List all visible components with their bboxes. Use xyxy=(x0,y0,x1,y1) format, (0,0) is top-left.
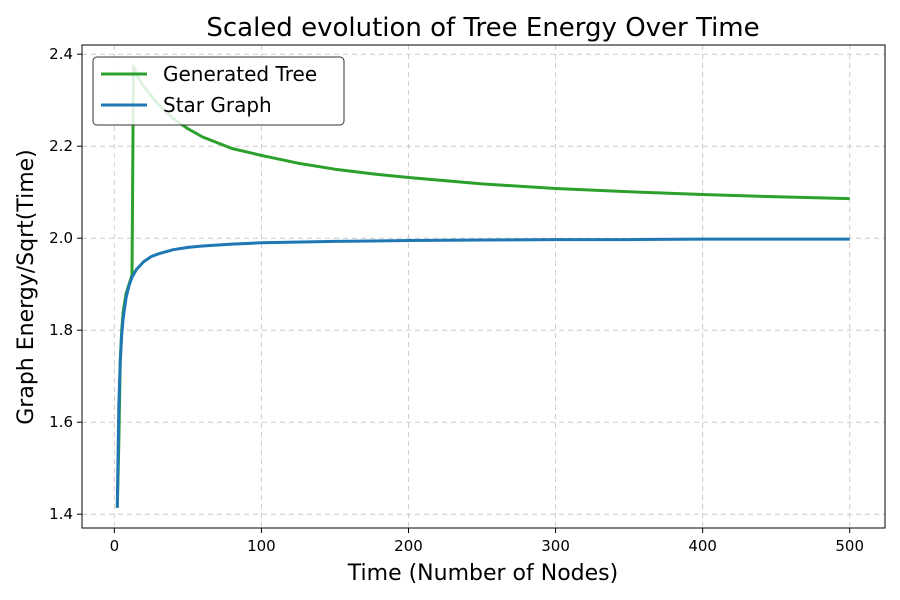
x-tick-label: 0 xyxy=(110,537,120,555)
y-tick-label: 1.8 xyxy=(49,321,73,339)
x-tick-label: 200 xyxy=(394,537,423,555)
y-tick-label: 2.0 xyxy=(49,229,73,247)
legend-label-generated-tree: Generated Tree xyxy=(163,62,317,86)
y-tick-label: 2.4 xyxy=(49,45,73,63)
x-axis-ticks: 0 100 200 300 400 500 xyxy=(110,528,864,555)
legend: Generated Tree Star Graph xyxy=(92,56,345,126)
y-tick-label: 1.4 xyxy=(49,505,73,523)
x-tick-label: 100 xyxy=(247,537,276,555)
legend-box xyxy=(92,56,345,126)
chart-title: Scaled evolution of Tree Energy Over Tim… xyxy=(206,13,759,43)
series-line-star-graph xyxy=(115,237,850,508)
x-tick-label: 300 xyxy=(541,537,570,555)
series-layer xyxy=(115,64,850,508)
y-axis-ticks: 1.4 1.6 1.8 2.0 2.2 2.4 xyxy=(49,45,82,523)
x-tick-label: 400 xyxy=(688,537,717,555)
plot-frame xyxy=(81,44,886,529)
y-axis-label: Graph Energy/Sqrt(Time) xyxy=(14,149,39,425)
y-tick-label: 1.6 xyxy=(49,413,73,431)
series-line-generated-tree xyxy=(115,64,850,508)
legend-label-star-graph: Star Graph xyxy=(163,93,272,117)
x-axis-label: Time (Number of Nodes) xyxy=(347,561,618,586)
x-tick-label: 500 xyxy=(835,537,864,555)
y-tick-label: 2.2 xyxy=(49,137,73,155)
